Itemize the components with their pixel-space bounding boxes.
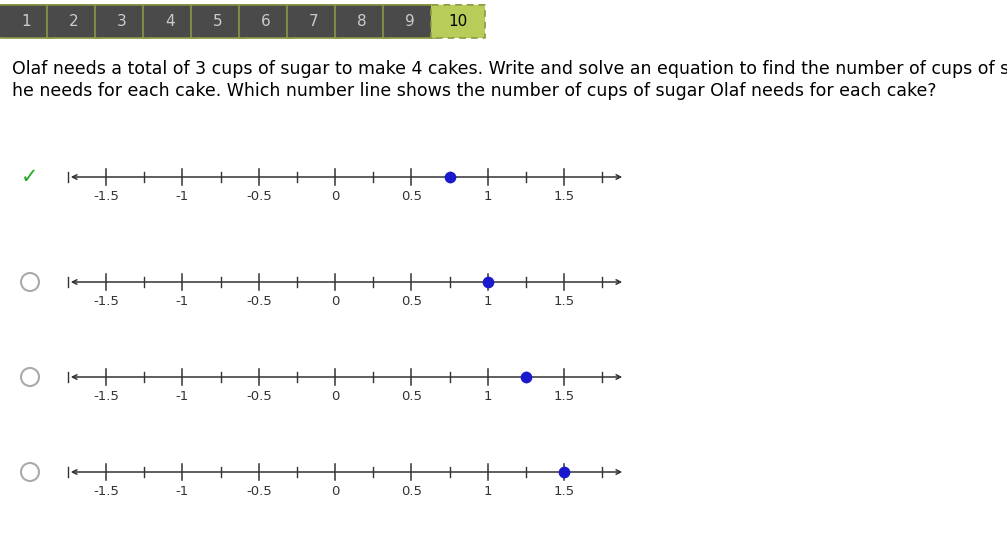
FancyBboxPatch shape (143, 5, 197, 38)
Text: -1: -1 (176, 190, 189, 203)
Text: -1.5: -1.5 (94, 190, 119, 203)
FancyBboxPatch shape (335, 5, 389, 38)
Point (518, 373, 534, 381)
FancyBboxPatch shape (47, 5, 101, 38)
Point (479, 278, 495, 287)
Text: -0.5: -0.5 (246, 390, 272, 403)
Text: he needs for each cake. Which number line shows the number of cups of sugar Olaf: he needs for each cake. Which number lin… (12, 82, 937, 100)
Point (556, 468, 572, 476)
Text: 1: 1 (483, 390, 491, 403)
Text: 0: 0 (331, 390, 339, 403)
Text: 9: 9 (405, 14, 415, 29)
Text: -1: -1 (176, 390, 189, 403)
Text: 0.5: 0.5 (401, 190, 422, 203)
Text: -1: -1 (176, 295, 189, 308)
Text: 0: 0 (331, 485, 339, 498)
Text: 4: 4 (165, 14, 175, 29)
Text: 0.5: 0.5 (401, 485, 422, 498)
Text: 0.5: 0.5 (401, 390, 422, 403)
Text: 10: 10 (448, 14, 467, 29)
Text: 1: 1 (483, 295, 491, 308)
Text: -1: -1 (176, 485, 189, 498)
Point (441, 173, 457, 182)
FancyBboxPatch shape (383, 5, 437, 38)
Text: -0.5: -0.5 (246, 485, 272, 498)
Text: 1: 1 (483, 485, 491, 498)
FancyBboxPatch shape (95, 5, 149, 38)
Text: 1: 1 (21, 14, 31, 29)
Text: -1.5: -1.5 (94, 485, 119, 498)
Text: 1: 1 (483, 190, 491, 203)
Text: 0: 0 (331, 295, 339, 308)
Text: -1.5: -1.5 (94, 390, 119, 403)
Text: Olaf needs a total of 3 cups of sugar to make 4 cakes. Write and solve an equati: Olaf needs a total of 3 cups of sugar to… (12, 60, 1007, 78)
Text: 0: 0 (331, 190, 339, 203)
Text: 0.5: 0.5 (401, 295, 422, 308)
Text: -0.5: -0.5 (246, 190, 272, 203)
Text: ✓: ✓ (21, 167, 38, 187)
FancyBboxPatch shape (0, 5, 53, 38)
FancyBboxPatch shape (239, 5, 293, 38)
Text: 3: 3 (117, 14, 127, 29)
Text: 7: 7 (309, 14, 319, 29)
Text: -1.5: -1.5 (94, 295, 119, 308)
Text: 1.5: 1.5 (554, 485, 575, 498)
Text: 6: 6 (261, 14, 271, 29)
Text: 1.5: 1.5 (554, 190, 575, 203)
FancyBboxPatch shape (287, 5, 341, 38)
Text: 5: 5 (213, 14, 223, 29)
Text: 2: 2 (69, 14, 79, 29)
FancyBboxPatch shape (431, 5, 485, 38)
Text: 1.5: 1.5 (554, 295, 575, 308)
Text: 1.5: 1.5 (554, 390, 575, 403)
Text: 8: 8 (357, 14, 367, 29)
Text: -0.5: -0.5 (246, 295, 272, 308)
FancyBboxPatch shape (191, 5, 245, 38)
